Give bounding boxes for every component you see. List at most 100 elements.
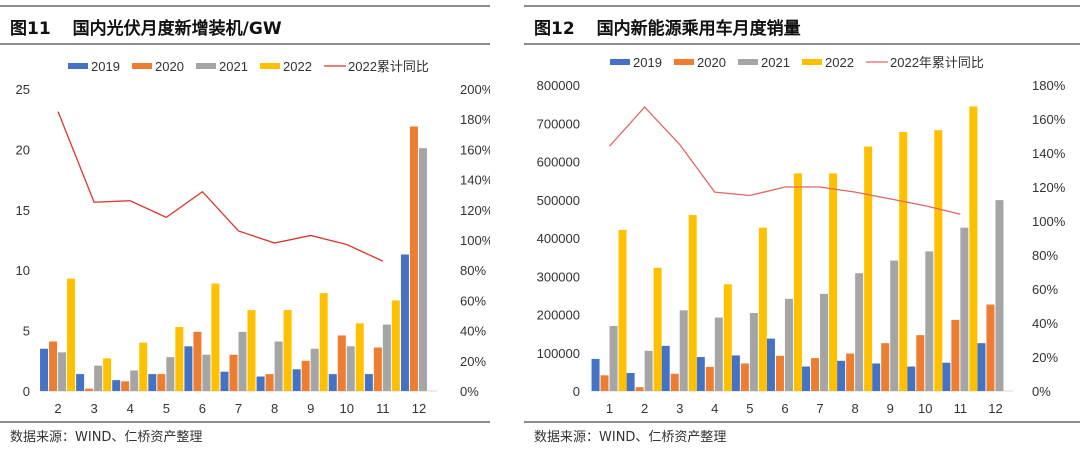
x-tick-label: 5 (746, 401, 753, 416)
line-series (57, 111, 384, 262)
chart-svg: 0 100000 200000 300000 400000 500000 600000 700… (537, 55, 1066, 416)
bar-2019 (112, 380, 121, 391)
bar-2022 (355, 323, 364, 391)
y-tick-label: 800000 (537, 78, 580, 93)
chart-panel-2: 图12 国内新能源乘用车月度销量 0 100000 200000 300000 40000… (524, 0, 1080, 450)
chart-title: 图12 国内新能源乘用车月度销量 (534, 19, 801, 39)
x-tick-label: 9 (307, 401, 314, 416)
y-tick-label: 700000 (537, 116, 580, 131)
bar-2019 (731, 355, 740, 391)
x-tick-label: 8 (852, 401, 859, 416)
legend-swatch (68, 63, 88, 69)
bar-2021 (310, 348, 319, 391)
bar-2020 (740, 363, 749, 391)
bar-2022 (899, 132, 908, 392)
bar-2022 (139, 342, 148, 391)
x-tick-label: 7 (235, 401, 242, 416)
y-tick-label: 200000 (537, 308, 580, 323)
bar-2021 (166, 357, 175, 391)
bar-2019 (364, 374, 373, 391)
legend-label: 2019 (91, 59, 120, 74)
x-tick-label: 3 (91, 401, 98, 416)
line-series (609, 106, 961, 215)
bar-2020 (600, 375, 609, 391)
bar-2019 (942, 362, 951, 391)
bar-2021 (94, 365, 103, 391)
bar-2022 (653, 267, 662, 391)
bar-2022 (67, 278, 76, 391)
x-tick-label: 11 (376, 401, 390, 416)
legend-swatch (132, 63, 152, 69)
bar-2021 (960, 227, 969, 391)
bar-2020 (49, 341, 58, 391)
bar-2019 (256, 376, 265, 391)
x-tick-label: 12 (412, 401, 426, 416)
bar-2021 (925, 251, 934, 391)
y2-tick-label: 180% (1032, 78, 1066, 93)
legend-label: 2021 (219, 59, 248, 74)
bar-2020 (881, 343, 890, 391)
bar-2021 (238, 331, 247, 391)
bar-2021 (784, 298, 793, 391)
bar-2020 (846, 353, 855, 391)
bar-2019 (292, 369, 301, 391)
y-tick-label: 5 (23, 324, 30, 339)
y-tick-label: 20 (16, 142, 30, 157)
bar-2019 (977, 343, 986, 391)
y2-tick-label: 200% (460, 82, 490, 97)
bar-2020 (705, 366, 714, 391)
bar-2020 (986, 304, 995, 391)
bar-2020 (337, 335, 346, 391)
bar-2019 (76, 374, 85, 391)
y-tick-label: 500000 (537, 193, 580, 208)
bar-2022 (758, 227, 767, 391)
legend-swatch (802, 59, 822, 65)
legend-swatch (196, 63, 216, 69)
x-tick-label: 9 (887, 401, 894, 416)
title-rule (0, 43, 490, 45)
bar-2020 (916, 335, 925, 391)
bar-2020 (193, 331, 202, 391)
bar-2020 (670, 373, 679, 391)
legend-label: 2022 (283, 59, 312, 74)
source-note: 数据来源：WIND、仁桥资产整理 (534, 430, 727, 445)
bar-2022 (391, 300, 400, 391)
legend-label: 2022累计同比 (348, 59, 429, 74)
bar-2021 (890, 260, 899, 391)
x-tick-label: 10 (340, 401, 354, 416)
top-rule (524, 5, 1080, 7)
bar-2021 (58, 352, 67, 391)
bar-2019 (766, 338, 775, 391)
legend-label: 2022 (825, 55, 854, 70)
x-tick-label: 11 (954, 401, 968, 416)
y-tick-label: 300000 (537, 269, 580, 284)
bar-2020 (811, 358, 820, 391)
bar-2022 (103, 358, 112, 391)
chart-svg: 05101520250%20%40%60%80%100%120%140%160%… (16, 59, 490, 416)
y2-tick-label: 120% (460, 203, 490, 218)
bar-2022 (969, 106, 978, 392)
x-tick-label: 4 (127, 401, 134, 416)
y2-tick-label: 20% (1032, 350, 1058, 365)
y2-tick-label: 40% (1032, 316, 1058, 331)
bar-2021 (274, 341, 283, 391)
bar-2020 (85, 388, 94, 391)
x-tick-label: 8 (271, 401, 278, 416)
bar-2021 (609, 325, 618, 391)
chart-panel-1: 图11 国内光伏月度新增装机/GW 0 5 10 15 20 25 0% 20% 40% 60% 80… (0, 0, 490, 450)
bar-2022 (934, 130, 943, 391)
y-tick-label: 100000 (537, 346, 580, 361)
y2-tick-label: 160% (460, 142, 490, 157)
bar-2021 (418, 148, 427, 391)
legend-swatch (610, 59, 630, 65)
bar-2019 (148, 374, 157, 391)
y-tick-label: 0 (573, 384, 580, 399)
y2-tick-label: 60% (460, 293, 486, 308)
x-tick-label: 2 (54, 401, 61, 416)
bar-2021 (995, 200, 1004, 391)
x-tick-label: 12 (988, 401, 1002, 416)
title-rule (524, 43, 1080, 45)
bar-2019 (696, 356, 705, 391)
bar-2021 (820, 293, 829, 391)
bar-2021 (679, 310, 688, 391)
